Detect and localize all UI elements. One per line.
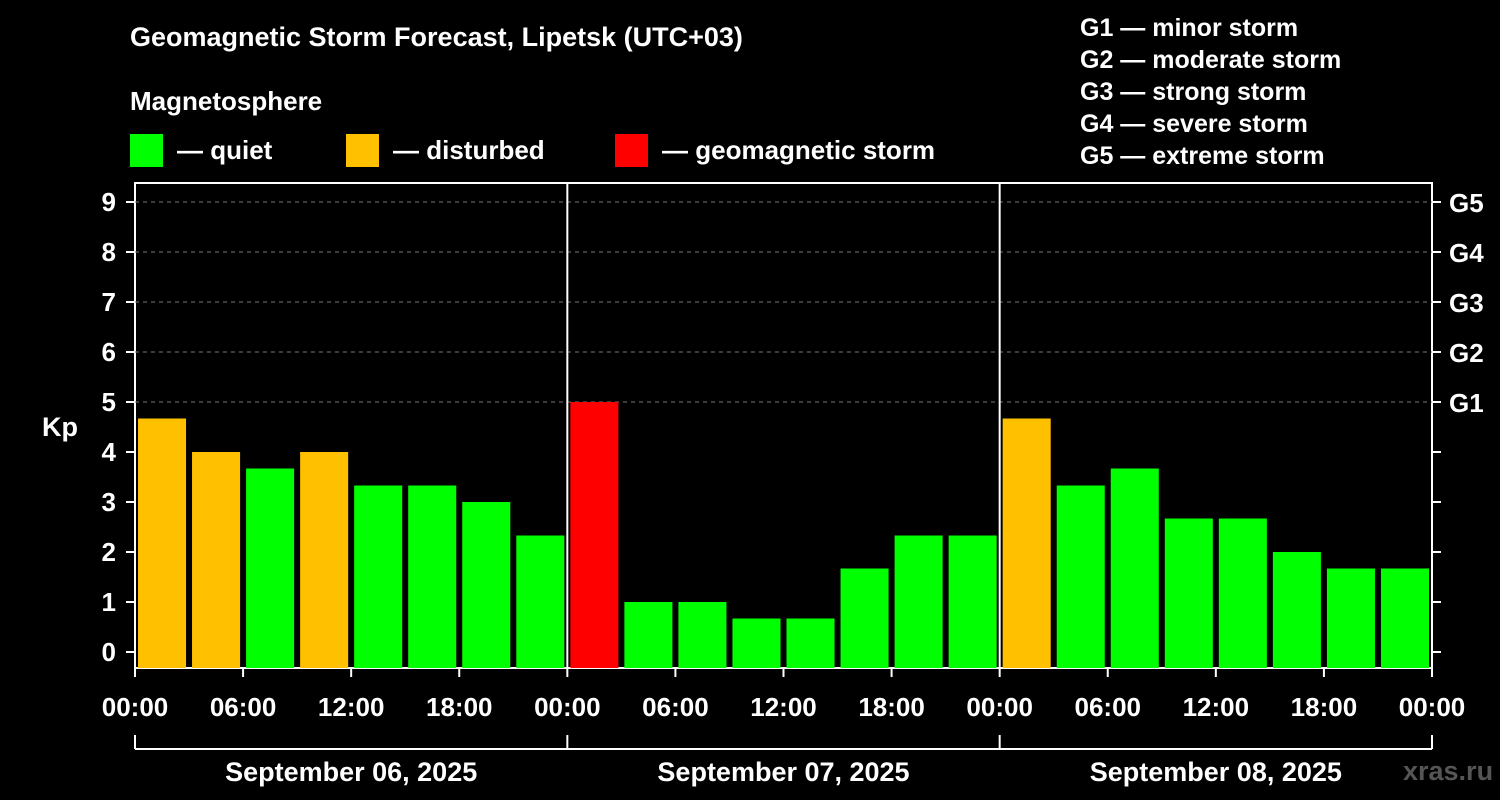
- kp-bar: [732, 618, 781, 668]
- x-tick-label: 00:00: [102, 692, 169, 722]
- y-tick-label: 6: [102, 337, 116, 367]
- storm-level-axis-label: G4: [1449, 238, 1484, 268]
- legend-disturbed: — disturbed: [346, 133, 545, 167]
- y-tick-label: 2: [102, 537, 116, 567]
- storm-level-axis-label: G5: [1449, 188, 1484, 218]
- kp-bar: [516, 535, 565, 668]
- kp-bar: [1110, 468, 1159, 668]
- kp-bar: [138, 418, 187, 668]
- magnetosphere-heading: Magnetosphere: [130, 86, 323, 116]
- kp-bar: [192, 452, 241, 668]
- storm-level-axis-label: G1: [1449, 388, 1484, 418]
- kp-bar: [1380, 568, 1429, 668]
- legend-swatch-quiet: [130, 133, 163, 167]
- x-tick-label: 06:00: [1075, 692, 1142, 722]
- legend-swatch-disturbed: [346, 133, 379, 167]
- kp-bar: [1056, 485, 1105, 668]
- x-tick-label: 06:00: [210, 692, 277, 722]
- y-tick-label: 5: [102, 387, 116, 417]
- storm-level-g4: G4 — severe storm: [1080, 110, 1308, 138]
- kp-bar: [1164, 518, 1213, 668]
- storm-level-g5: G5 — extreme storm: [1080, 142, 1325, 170]
- legend-label-disturbed: — disturbed: [393, 134, 545, 165]
- x-tick-label: 12:00: [1183, 692, 1250, 722]
- x-tick-label: 00:00: [966, 692, 1033, 722]
- kp-bar: [1218, 518, 1267, 668]
- kp-bar: [678, 602, 727, 668]
- kp-bar: [354, 485, 403, 668]
- x-tick-label: 06:00: [642, 692, 709, 722]
- storm-level-axis-label: G3: [1449, 288, 1484, 318]
- y-tick-label: 3: [102, 487, 116, 517]
- x-tick-label: 18:00: [858, 692, 925, 722]
- legend-label-quiet: — quiet: [177, 134, 273, 165]
- kp-bar: [300, 452, 349, 668]
- y-tick-label: 9: [102, 187, 116, 217]
- kp-bar: [1326, 568, 1375, 668]
- x-tick-label: 18:00: [1291, 692, 1358, 722]
- legend-quiet: — quiet: [130, 133, 272, 167]
- kp-bar: [1002, 418, 1051, 668]
- storm-level-g3: G3 — strong storm: [1080, 78, 1307, 106]
- kp-bar: [786, 618, 835, 668]
- legend-label-storm: — geomagnetic storm: [662, 134, 936, 165]
- day-label: September 06, 2025: [225, 757, 477, 787]
- kp-bar: [408, 485, 457, 668]
- chart-title: Geomagnetic Storm Forecast, Lipetsk (UTC…: [130, 22, 743, 52]
- x-tick-label: 12:00: [750, 692, 817, 722]
- legend-swatch-storm: [615, 133, 648, 167]
- kp-bar: [948, 535, 997, 668]
- watermark: xras.ru: [1403, 756, 1494, 786]
- kp-bar: [462, 502, 511, 668]
- kp-bar: [570, 402, 619, 668]
- storm-level-g1: G1 — minor storm: [1080, 14, 1299, 42]
- storm-level-axis-label: G2: [1449, 338, 1484, 368]
- kp-bar: [894, 535, 943, 668]
- day-label: September 08, 2025: [1090, 757, 1342, 787]
- x-tick-label: 00:00: [1399, 692, 1466, 722]
- day-label: September 07, 2025: [657, 757, 909, 787]
- x-tick-label: 18:00: [426, 692, 493, 722]
- x-tick-label: 00:00: [534, 692, 601, 722]
- storm-level-g2: G2 — moderate storm: [1080, 46, 1342, 74]
- legend-storm: — geomagnetic storm: [615, 133, 935, 167]
- y-tick-label: 1: [102, 587, 116, 617]
- kp-bar: [840, 568, 889, 668]
- kp-bar: [246, 468, 295, 668]
- y-tick-label: 8: [102, 237, 116, 267]
- y-tick-label: 7: [102, 287, 116, 317]
- x-tick-label: 12:00: [318, 692, 385, 722]
- kp-bar: [624, 602, 673, 668]
- y-tick-label: 0: [102, 637, 116, 667]
- y-axis-label: Kp: [42, 412, 78, 442]
- y-tick-label: 4: [102, 437, 117, 467]
- kp-bar: [1272, 552, 1321, 668]
